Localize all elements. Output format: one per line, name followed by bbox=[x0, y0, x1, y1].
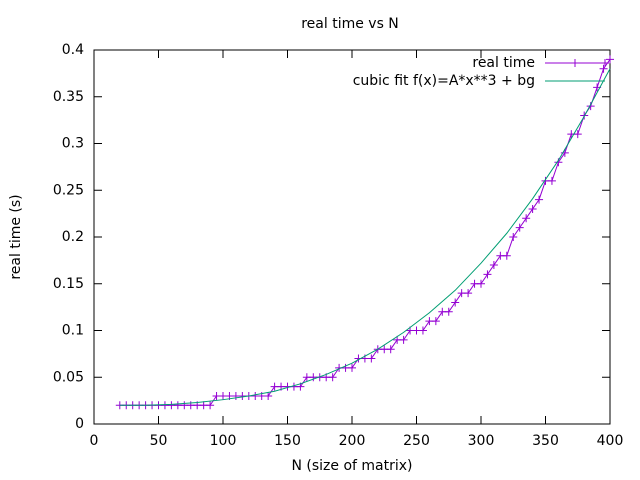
data-point bbox=[451, 298, 460, 307]
data-point bbox=[418, 326, 427, 335]
y-tick-label: 0.25 bbox=[53, 182, 84, 198]
data-point bbox=[328, 373, 337, 382]
data-point bbox=[509, 233, 518, 241]
x-tick-label: 50 bbox=[150, 433, 168, 449]
legend-marker bbox=[571, 59, 609, 67]
y-tick-label: 0 bbox=[75, 416, 84, 432]
data-point bbox=[399, 335, 408, 344]
data-point bbox=[444, 307, 453, 316]
data-point bbox=[483, 270, 492, 279]
data-point bbox=[464, 289, 473, 298]
data-point bbox=[606, 55, 614, 64]
x-tick-label: 150 bbox=[274, 433, 301, 449]
y-tick-label: 0.3 bbox=[62, 136, 84, 152]
y-axis-label: real time (s) bbox=[8, 194, 24, 279]
y-tick-label: 0.15 bbox=[53, 276, 84, 292]
data-point bbox=[477, 279, 485, 288]
series-line bbox=[119, 68, 611, 406]
data-point bbox=[367, 354, 376, 363]
data-point bbox=[547, 176, 556, 185]
y-tick-label: 0.35 bbox=[53, 89, 84, 105]
x-tick-label: 300 bbox=[468, 433, 495, 449]
y-tick-label: 0.1 bbox=[62, 323, 84, 339]
legend-label: cubic fit f(x)=A*x**3 + bg bbox=[353, 73, 535, 89]
data-point bbox=[515, 223, 524, 232]
legend-label: real time bbox=[472, 55, 535, 71]
x-tick-label: 200 bbox=[339, 433, 366, 449]
data-point bbox=[489, 261, 498, 270]
data-point bbox=[535, 195, 544, 204]
data-point bbox=[348, 363, 356, 372]
data-point bbox=[528, 204, 537, 213]
data-point bbox=[522, 214, 531, 223]
data-point bbox=[599, 64, 608, 73]
y-tick-label: 0.05 bbox=[53, 369, 84, 385]
x-tick-label: 100 bbox=[210, 433, 237, 449]
data-point bbox=[206, 401, 215, 410]
x-tick-label: 0 bbox=[90, 433, 99, 449]
x-tick-label: 400 bbox=[597, 433, 624, 449]
data-point bbox=[573, 130, 582, 139]
x-tick-label: 350 bbox=[532, 433, 559, 449]
chart-title: real time vs N bbox=[301, 16, 399, 32]
data-point bbox=[386, 345, 395, 354]
x-tick-label: 250 bbox=[403, 433, 430, 449]
data-point bbox=[502, 251, 511, 260]
y-tick-label: 0.4 bbox=[62, 42, 84, 58]
y-tick-label: 0.2 bbox=[62, 229, 84, 245]
x-axis-label: N (size of matrix) bbox=[291, 458, 412, 474]
data-point bbox=[431, 317, 440, 326]
data-point bbox=[264, 391, 273, 400]
